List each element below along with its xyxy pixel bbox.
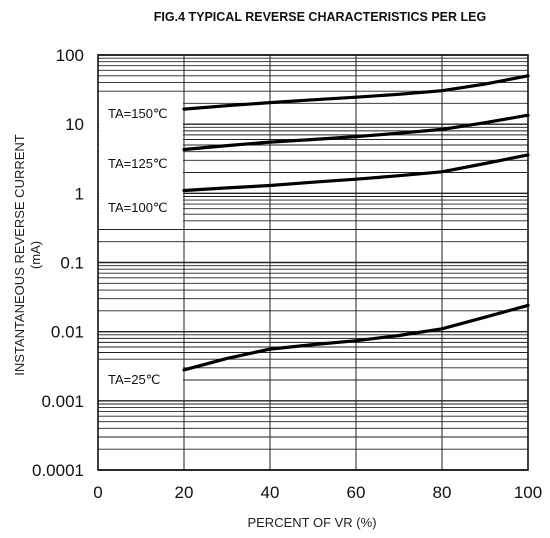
chart-title: FIG.4 TYPICAL REVERSE CHARACTERISTICS PE… — [154, 10, 486, 24]
y-axis-unit: (mA) — [28, 241, 43, 269]
series-line — [182, 113, 530, 152]
x-tick-label: 100 — [514, 483, 542, 502]
plot-frame — [97, 54, 529, 471]
label-boxes — [99, 95, 183, 398]
series-line — [182, 303, 530, 372]
y-tick-labels: 100 10 1 0.1 0.01 0.001 0.0001 — [32, 46, 84, 480]
plot-border — [97, 54, 529, 471]
series-label: TA=125℃ — [108, 156, 168, 171]
series-label: TA=25℃ — [108, 372, 160, 387]
x-tick-label: 60 — [347, 483, 366, 502]
y-tick-label: 0.01 — [51, 323, 84, 342]
y-tick-label: 10 — [65, 115, 84, 134]
series-lines — [182, 74, 530, 372]
x-tick-labels: 0 20 40 60 80 100 — [93, 483, 542, 502]
series-label-box — [99, 364, 183, 398]
series-label: TA=100℃ — [108, 200, 168, 215]
y-tick-label: 1 — [75, 184, 84, 203]
series-line — [182, 153, 530, 193]
series-label-box — [99, 95, 183, 228]
y-tick-label: 0.0001 — [32, 461, 84, 480]
x-tick-label: 20 — [175, 483, 194, 502]
y-tick-label: 0.001 — [41, 392, 84, 411]
x-axis-label: PERCENT OF VR (%) — [247, 515, 376, 530]
y-axis-label: INSTANTANEOUS REVERSE CURRENT — [12, 134, 27, 376]
series-line — [182, 74, 530, 111]
x-tick-label: 0 — [93, 483, 102, 502]
x-tick-label: 80 — [433, 483, 452, 502]
x-tick-label: 40 — [261, 483, 280, 502]
series-labels: TA=150℃ TA=125℃ TA=100℃ TA=25℃ — [108, 106, 168, 387]
y-tick-label: 0.1 — [60, 254, 84, 273]
series-label: TA=150℃ — [108, 106, 168, 121]
y-tick-label: 100 — [56, 46, 84, 65]
